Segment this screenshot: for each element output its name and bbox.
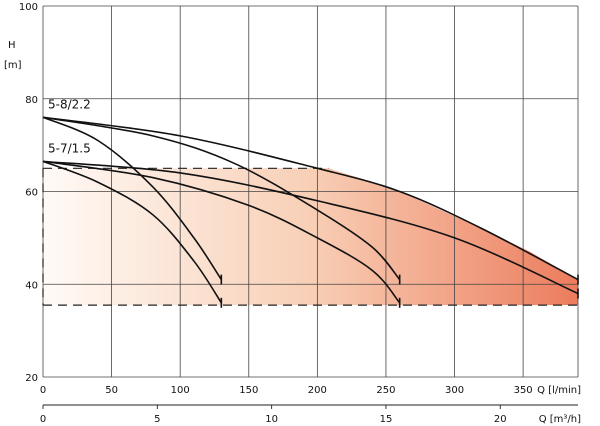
y-tick-label: 100	[19, 2, 38, 13]
x-tick-label: 300	[445, 385, 464, 396]
series-label: 5-7/1.5	[48, 141, 91, 155]
y-tick-label: 60	[25, 188, 38, 199]
x-tick-label: 250	[376, 385, 395, 396]
grid	[42, 5, 579, 409]
curve-series-4	[42, 160, 401, 304]
x2-tick-label: 10	[265, 414, 278, 425]
x-tick-label: 100	[171, 385, 190, 396]
x-tick-label: 0	[40, 385, 46, 396]
operating-range-fill	[43, 168, 578, 306]
x2-axis-label: Q [m³/h]	[539, 414, 581, 425]
y-axis-unit: [m]	[4, 60, 22, 71]
curve-5-7/1.5	[42, 160, 579, 295]
curve-series-1	[42, 116, 401, 281]
y-tick-label: 20	[25, 373, 38, 384]
performance-curves	[42, 116, 579, 308]
series-label: 5-8/2.2	[48, 97, 91, 111]
x-tick-label: 150	[239, 385, 258, 396]
x2-tick-label: 15	[380, 414, 393, 425]
x-tick-label: 200	[308, 385, 327, 396]
operating-range-shading	[43, 168, 578, 306]
x2-tick-label: 5	[154, 414, 160, 425]
x2-tick-label: 0	[40, 414, 46, 425]
y-tick-label: 40	[25, 280, 38, 291]
curve-series-2	[42, 116, 222, 281]
curve-5-8/2.2	[42, 116, 579, 281]
x-tick-label: 50	[105, 385, 118, 396]
curve-series-5	[42, 160, 222, 304]
x-tick-label: 350	[514, 385, 533, 396]
x2-tick-label: 20	[494, 414, 507, 425]
y-tick-label: 80	[25, 95, 38, 106]
x-axis-label: Q [l/min]	[537, 385, 581, 396]
y-axis-label: H	[8, 40, 16, 51]
